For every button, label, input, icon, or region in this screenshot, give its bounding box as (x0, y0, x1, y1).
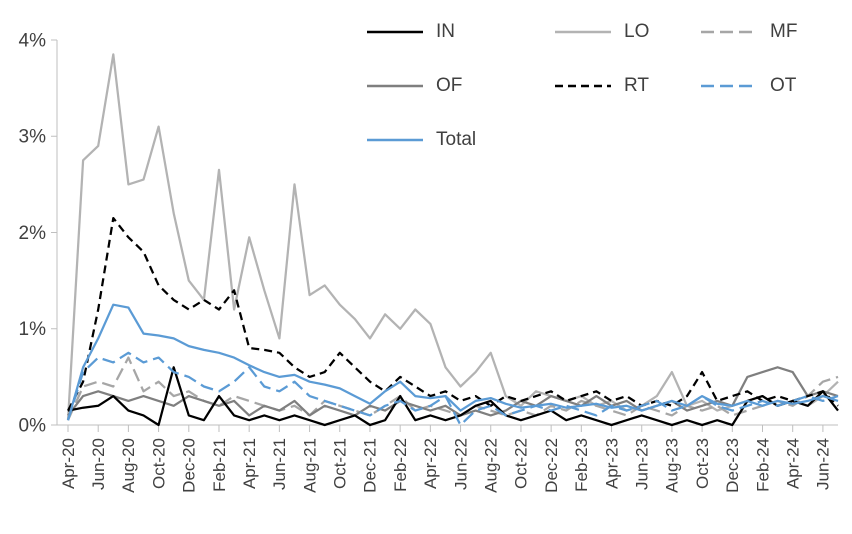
legend-item-lo: LO (554, 22, 700, 41)
legend-item-rt: RT (554, 76, 700, 95)
y-tick-label: 3% (19, 127, 47, 148)
legend-item-mf: MF (700, 22, 840, 41)
x-tick-label: Dec-23 (723, 438, 742, 493)
x-tick-label: Feb-22 (391, 438, 410, 492)
x-tick-label: Aug-23 (663, 438, 682, 493)
series-line-ot (66, 351, 839, 427)
legend-label-lo: LO (624, 21, 650, 42)
legend-item-of: OF (366, 76, 554, 95)
x-tick-label: Apr-22 (421, 438, 440, 489)
series-line-in (67, 366, 839, 427)
x-tick-label: Apr-23 (602, 438, 621, 489)
series-line-of (67, 366, 839, 417)
legend-label-rt: RT (624, 75, 649, 96)
legend-line-in-icon (367, 30, 423, 33)
y-tick-label: 0% (19, 415, 47, 436)
x-tick-label: Oct-20 (149, 438, 168, 489)
x-tick-label: Aug-20 (119, 438, 138, 493)
x-tick-label: Apr-21 (240, 438, 259, 489)
legend-item-ot: OT (700, 76, 840, 95)
legend-label-ot: OT (770, 75, 797, 96)
x-tick-label: Feb-23 (572, 438, 591, 492)
x-tick-label: Feb-24 (753, 438, 772, 492)
x-tick-label: Apr-20 (59, 438, 78, 489)
x-tick-label: Oct-22 (512, 438, 531, 489)
series-line-total (66, 303, 839, 421)
legend-line-of-icon (367, 84, 423, 87)
legend-label-in: IN (436, 21, 455, 42)
series-line-mf (66, 356, 839, 421)
x-tick-label: Oct-23 (693, 438, 712, 489)
legend-item-total: Total (366, 130, 554, 149)
y-tick-label: 4% (19, 30, 47, 51)
x-tick-label: Feb-21 (210, 438, 229, 492)
y-tick-label: 1% (19, 319, 47, 340)
x-tick-label: Jun-20 (89, 438, 108, 490)
legend-label-of: OF (436, 75, 463, 96)
x-tick-label: Oct-21 (331, 438, 350, 489)
legend-line-ot-icon (701, 84, 757, 87)
x-tick-label: Jun-21 (270, 438, 289, 490)
chart-legend: IN LO MF OF RT OT Total (366, 22, 840, 149)
x-tick-label: Jun-22 (451, 438, 470, 490)
x-tick-label: Dec-20 (180, 438, 199, 493)
legend-line-mf-icon (701, 30, 757, 33)
x-tick-label: Jun-23 (633, 438, 652, 490)
x-tick-label: Dec-22 (542, 438, 561, 493)
legend-line-total-icon (367, 138, 423, 141)
x-tick-label: Aug-22 (482, 438, 501, 493)
x-tick-label: Aug-21 (300, 438, 319, 493)
legend-label-total: Total (436, 129, 477, 150)
series-line-rt (67, 216, 839, 412)
y-tick-label: 2% (19, 223, 47, 244)
legend-line-lo-icon (555, 30, 611, 33)
legend-item-in: IN (366, 22, 554, 41)
x-tick-label: Dec-21 (361, 438, 380, 493)
legend-line-rt-icon (555, 84, 611, 87)
x-tick-label: Apr-24 (783, 438, 802, 489)
legend-label-mf: MF (770, 21, 798, 42)
x-tick-label: Jun-24 (814, 438, 833, 490)
series-line-lo (66, 53, 839, 421)
